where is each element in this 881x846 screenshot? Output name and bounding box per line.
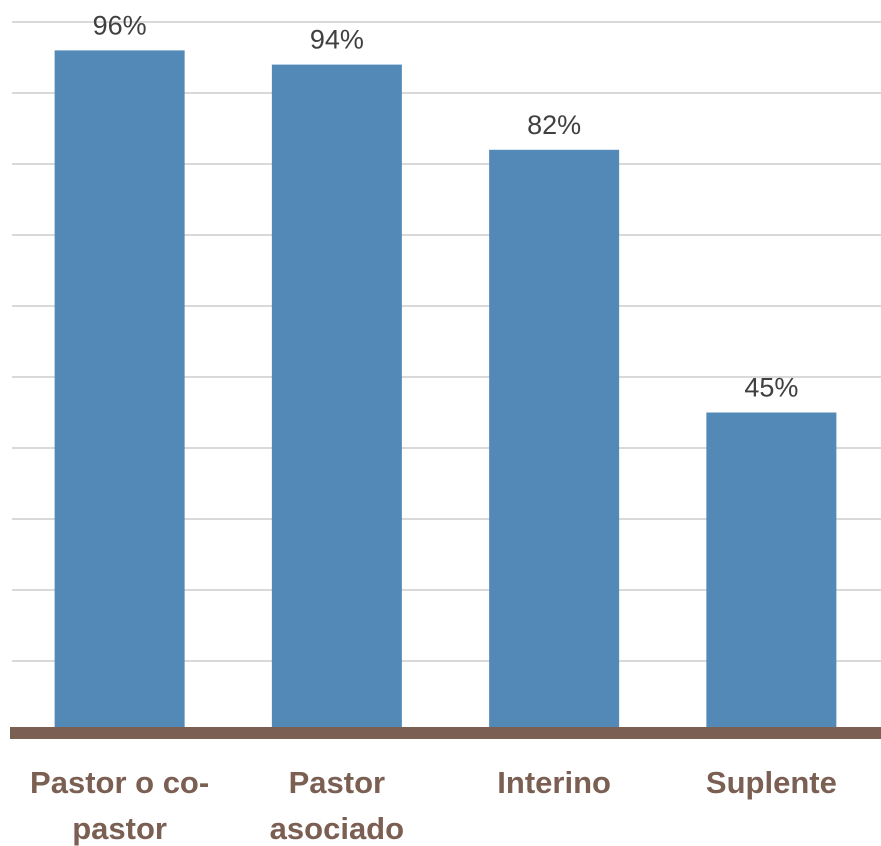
x-axis-baseline (10, 727, 881, 739)
category-label: Pastor o co-pastor (30, 765, 209, 846)
category-label: Pastor asociado (270, 765, 404, 846)
data-labels: 96% 94% 82% 45% (93, 10, 799, 402)
bar (271, 64, 402, 733)
category-label-line: pastor (72, 811, 167, 846)
data-label: 96% (93, 10, 147, 40)
bar (706, 412, 837, 732)
data-label: 82% (527, 110, 581, 140)
category-label-line: Pastor (289, 765, 385, 800)
category-label-line: Pastor o co- (30, 765, 209, 800)
category-label: Suplente (706, 765, 837, 800)
category-label-line: Interino (497, 765, 611, 800)
category-label-line: Suplente (706, 765, 837, 800)
bar (489, 149, 620, 733)
data-label: 94% (310, 25, 364, 55)
bar (54, 50, 185, 732)
bars (54, 50, 837, 733)
category-label-line: asociado (270, 811, 404, 846)
category-label: Interino (497, 765, 611, 800)
category-labels: Pastor o co-pastor Pastor asociado Interino… (30, 765, 837, 846)
data-label: 45% (744, 373, 798, 403)
